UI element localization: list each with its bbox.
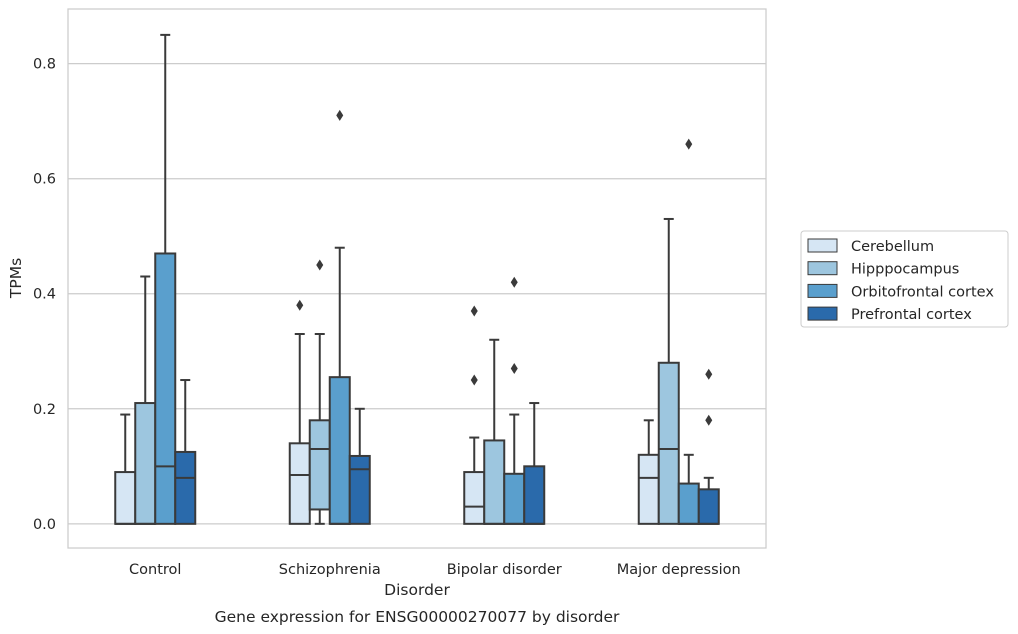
outlier-point (470, 374, 478, 386)
y-tick-label: 0.6 (33, 172, 56, 188)
outlier-point (705, 414, 713, 426)
box-cerebellum (114, 413, 137, 525)
box-body (637, 453, 660, 525)
y-tick-label: 0.0 (33, 517, 56, 533)
box-body (114, 471, 137, 525)
legend-label: Cerebellum (851, 239, 934, 255)
box-body (348, 454, 371, 525)
box-orbitofrontal-cortex (328, 109, 351, 525)
box-body (463, 471, 486, 525)
box-body (154, 252, 177, 525)
y-tick-label: 0.8 (33, 57, 56, 73)
outlier-point (336, 109, 344, 121)
outlier-point (510, 363, 518, 375)
outlier-point (470, 305, 478, 317)
legend-frame (800, 230, 1009, 328)
outlier-point (685, 138, 693, 150)
box-hipppocampus (483, 338, 506, 525)
box-body (308, 419, 331, 511)
box-orbitofrontal-cortex (154, 33, 177, 525)
legend: Cerebellum Hipppocampus Orbitofrontal cort… (800, 230, 1009, 328)
box-hipppocampus (134, 275, 157, 525)
box-hipppocampus (657, 217, 680, 525)
y-axis-label: TPMs (7, 258, 25, 299)
box-series (114, 33, 720, 525)
box-body (697, 488, 720, 525)
legend-label: Orbitofrontal cortex (851, 284, 994, 300)
box-body (657, 361, 680, 525)
box-prefrontal-cortex (523, 402, 546, 525)
x-tick-label: Schizophrenia (279, 562, 381, 578)
box-body (174, 450, 197, 525)
y-tick-label: 0.4 (33, 287, 56, 303)
chart-title: Gene expression for ENSG00000270077 by d… (215, 608, 620, 626)
box-body (523, 465, 546, 525)
box-body (503, 472, 526, 525)
box-body (483, 439, 506, 525)
x-tick-label: Major depression (617, 562, 741, 578)
box-prefrontal-cortex (348, 407, 371, 525)
legend-swatch (807, 283, 838, 298)
legend-label: Prefrontal cortex (851, 307, 972, 323)
box-prefrontal-cortex (697, 368, 720, 525)
outlier-point (296, 299, 304, 311)
box-cerebellum (463, 305, 486, 525)
box-body (288, 442, 311, 525)
outlier-point (510, 276, 518, 288)
y-axis-ticks: 0.0 0.2 0.4 0.6 0.8 (33, 57, 56, 533)
box-body (677, 482, 700, 525)
outlier-point (316, 259, 324, 271)
box-cerebellum (288, 299, 311, 525)
y-tick-label: 0.2 (33, 402, 56, 418)
legend-swatch (807, 261, 838, 276)
box-prefrontal-cortex (174, 379, 197, 525)
outlier-point (705, 368, 713, 380)
legend-swatch (807, 238, 838, 253)
box-body (328, 376, 351, 525)
x-tick-label: Bipolar disorder (447, 562, 562, 578)
plot-frame (67, 8, 767, 549)
box-orbitofrontal-cortex (503, 276, 526, 525)
box-cerebellum (637, 419, 660, 525)
x-axis-label: Disorder (384, 581, 450, 599)
x-tick-label: Control (129, 562, 181, 578)
legend-swatch (807, 306, 838, 321)
box-hipppocampus (308, 259, 331, 525)
x-axis-ticks: Control Schizophrenia Bipolar disorder Majo… (129, 562, 741, 578)
legend-label: Hipppocampus (851, 262, 959, 278)
box-orbitofrontal-cortex (677, 138, 700, 525)
box-body (134, 402, 157, 525)
